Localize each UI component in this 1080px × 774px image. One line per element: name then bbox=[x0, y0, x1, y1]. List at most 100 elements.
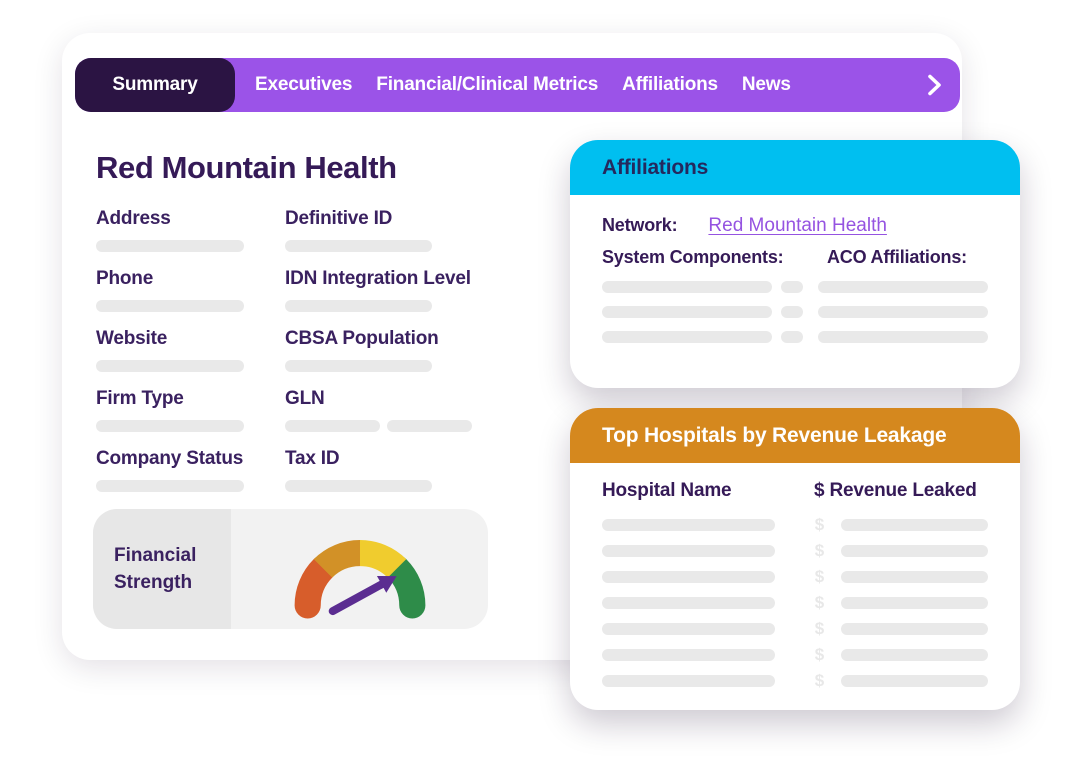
placeholder-bar bbox=[96, 480, 244, 492]
network-label: Network: bbox=[602, 215, 678, 235]
placeholder-bar bbox=[387, 420, 472, 432]
placeholder-bar bbox=[285, 240, 432, 252]
field-company-status: Company Status bbox=[96, 448, 285, 508]
placeholder-bar bbox=[602, 571, 776, 583]
placeholder-bar bbox=[781, 281, 803, 293]
placeholder-bar bbox=[285, 360, 432, 372]
placeholder-bar bbox=[602, 675, 776, 687]
field-cbsa-population: CBSA Population bbox=[285, 328, 585, 388]
tab-executives[interactable]: Executives bbox=[255, 74, 353, 95]
field-phone: Phone bbox=[96, 268, 285, 328]
affiliations-card-header: Affiliations bbox=[570, 140, 1020, 195]
field-label: GLN bbox=[285, 388, 325, 409]
system-components-placeholders bbox=[602, 281, 818, 356]
top-hospitals-card: Top Hospitals by Revenue Leakage Hospita… bbox=[570, 408, 1020, 710]
placeholder-bar bbox=[602, 331, 772, 343]
dollar-placeholder: $ bbox=[814, 593, 825, 612]
field-grid: Address Definitive ID Phone IDN Integrat… bbox=[96, 208, 656, 508]
placeholder-bar bbox=[285, 420, 380, 432]
placeholder-bar bbox=[841, 571, 989, 583]
field-label: Address bbox=[96, 208, 171, 229]
field-label: Definitive ID bbox=[285, 208, 393, 229]
field-label: CBSA Population bbox=[285, 328, 439, 349]
gauge-needle-arrow bbox=[328, 575, 397, 616]
field-label: Firm Type bbox=[96, 388, 184, 409]
dollar-placeholder: $ bbox=[814, 645, 825, 664]
hospital-name-column-header: Hospital Name bbox=[602, 480, 732, 501]
field-idn-integration-level: IDN Integration Level bbox=[285, 268, 585, 328]
table-row: $ bbox=[602, 645, 989, 664]
aco-affiliations-label: ACO Affiliations: bbox=[827, 247, 967, 267]
placeholder-bar bbox=[818, 306, 988, 318]
page-title: Red Mountain Health bbox=[96, 150, 397, 185]
field-gln: GLN bbox=[285, 388, 585, 448]
financial-strength-panel: Financial Strength bbox=[93, 509, 488, 629]
placeholder-bar bbox=[818, 281, 988, 293]
placeholder-bar bbox=[818, 331, 988, 343]
tab-bar: Summary Executives Financial/Clinical Me… bbox=[75, 58, 960, 112]
placeholder-bar bbox=[96, 240, 244, 252]
top-hospitals-card-body: Hospital Name $ Revenue Leaked $ $ $ bbox=[570, 463, 1020, 690]
placeholder-bar bbox=[781, 331, 803, 343]
placeholder-bar bbox=[841, 519, 989, 531]
placeholder-bar bbox=[841, 623, 989, 635]
field-definitive-id: Definitive ID bbox=[285, 208, 585, 268]
placeholder-bar bbox=[602, 649, 776, 661]
tab-financial-clinical-metrics[interactable]: Financial/Clinical Metrics bbox=[376, 74, 599, 95]
table-row: $ bbox=[602, 541, 989, 560]
system-components-label: System Components: bbox=[602, 247, 784, 267]
placeholder-bar bbox=[841, 545, 989, 557]
field-tax-id: Tax ID bbox=[285, 448, 585, 508]
tab-news[interactable]: News bbox=[741, 74, 791, 95]
table-row: $ bbox=[602, 515, 989, 534]
placeholder-bar bbox=[602, 623, 776, 635]
tab-affiliations[interactable]: Affiliations bbox=[622, 74, 718, 95]
chevron-right-icon[interactable] bbox=[927, 74, 960, 96]
profile-content: Red Mountain Health Address Definitive I… bbox=[96, 150, 656, 508]
table-row: $ bbox=[602, 567, 989, 586]
financial-strength-gauge-box bbox=[231, 509, 488, 629]
table-row: $ bbox=[602, 619, 989, 638]
placeholder-bar bbox=[96, 300, 244, 312]
placeholder-bar bbox=[602, 597, 776, 609]
financial-strength-label-box: Financial Strength bbox=[93, 509, 231, 629]
placeholder-bar bbox=[285, 300, 432, 312]
top-hospitals-card-title: Top Hospitals by Revenue Leakage bbox=[602, 423, 947, 447]
dollar-placeholder: $ bbox=[814, 567, 825, 586]
placeholder-bar bbox=[781, 306, 803, 318]
financial-strength-label: Financial Strength bbox=[114, 545, 197, 593]
revenue-leaked-column-header: $ Revenue Leaked bbox=[814, 480, 977, 501]
placeholder-bar bbox=[602, 281, 772, 293]
placeholder-bar bbox=[602, 306, 772, 318]
financial-strength-gauge-icon bbox=[294, 539, 425, 619]
network-link[interactable]: Red Mountain Health bbox=[708, 215, 887, 236]
field-label: Phone bbox=[96, 268, 154, 289]
top-hospitals-card-header: Top Hospitals by Revenue Leakage bbox=[570, 408, 1020, 463]
dollar-placeholder: $ bbox=[814, 541, 825, 560]
table-row: $ bbox=[602, 593, 989, 612]
placeholder-bar bbox=[602, 545, 776, 557]
tab-summary[interactable]: Summary bbox=[75, 58, 235, 112]
field-label: Website bbox=[96, 328, 168, 349]
field-firm-type: Firm Type bbox=[96, 388, 285, 448]
affiliations-card-body: Network: Red Mountain Health System Comp… bbox=[570, 195, 1020, 356]
aco-affiliations-placeholders bbox=[818, 281, 988, 356]
dollar-placeholder: $ bbox=[814, 515, 825, 534]
dollar-placeholder: $ bbox=[814, 671, 825, 690]
dollar-placeholder: $ bbox=[814, 619, 825, 638]
affiliations-card-title: Affiliations bbox=[602, 155, 709, 179]
placeholder-bar bbox=[96, 420, 244, 432]
field-label: Company Status bbox=[96, 448, 244, 469]
field-website: Website bbox=[96, 328, 285, 388]
hospital-rows: $ $ $ $ bbox=[602, 515, 989, 690]
placeholder-bar bbox=[841, 597, 989, 609]
placeholder-bar bbox=[841, 649, 989, 661]
table-row: $ bbox=[602, 671, 989, 690]
field-address: Address bbox=[96, 208, 285, 268]
placeholder-bar bbox=[96, 360, 244, 372]
placeholder-bar bbox=[285, 480, 432, 492]
placeholder-bar bbox=[841, 675, 989, 687]
affiliations-card: Affiliations Network: Red Mountain Healt… bbox=[570, 140, 1020, 388]
field-label: IDN Integration Level bbox=[285, 268, 471, 289]
